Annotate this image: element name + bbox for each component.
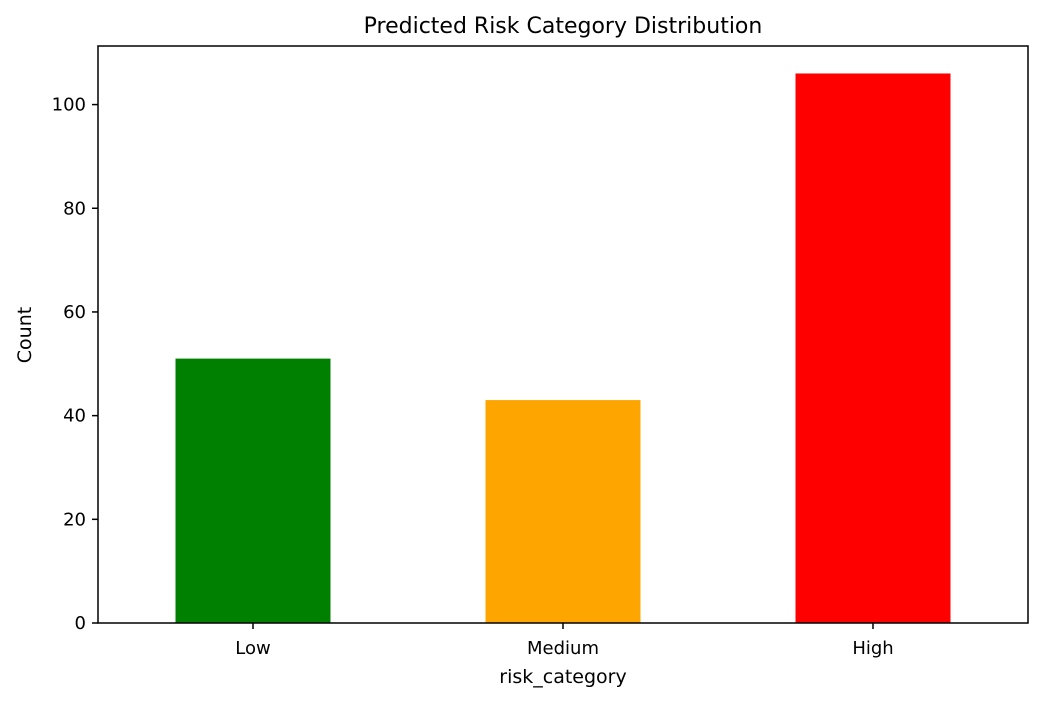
y-tick-label: 40 [63,406,86,427]
x-tick-label: Low [235,638,270,659]
y-tick-label: 100 [52,95,86,116]
x-axis-label: risk_category [499,666,626,688]
y-tick-label: 20 [63,509,86,530]
bar-high [795,73,951,623]
x-tick-label: High [852,638,893,659]
plot-frame [97,45,1029,624]
x-tick-label: Medium [527,638,599,659]
bar-low [175,358,331,623]
bars-group [175,73,951,623]
chart-title: Predicted Risk Category Distribution [364,14,763,39]
x-axis-ticks: Low Medium High [235,623,894,659]
y-tick-label: 60 [63,302,86,323]
bar-medium [485,400,641,623]
y-axis-label: Count [14,307,36,363]
y-tick-label: 80 [63,198,86,219]
y-tick-label: 0 [75,613,86,634]
y-axis-ticks: 0 20 40 60 80 100 [52,95,98,634]
